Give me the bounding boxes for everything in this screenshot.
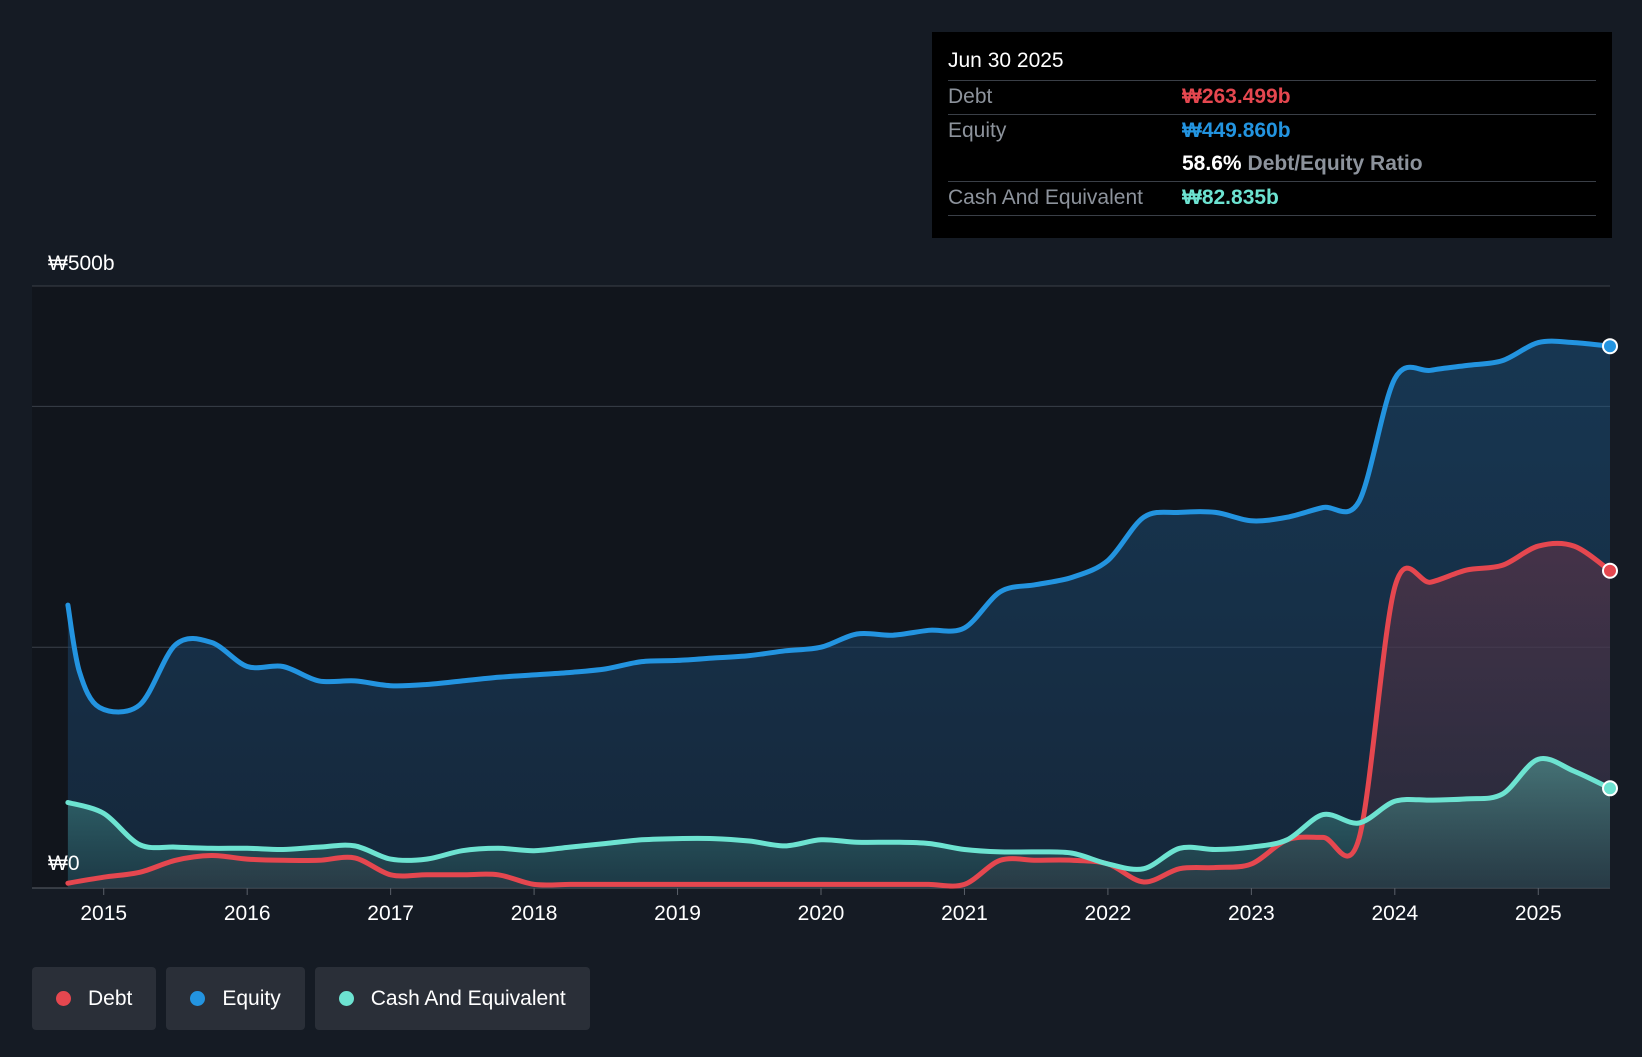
end-markers xyxy=(1602,338,1618,797)
end-marker-debt xyxy=(1602,562,1618,579)
line-cash xyxy=(65,755,1613,872)
tooltip-cash-label: Cash And Equivalent xyxy=(948,186,1143,209)
tooltip-ratio: 58.6% Debt/Equity Ratio xyxy=(1182,148,1423,181)
x-tick-label-2018: 2018 xyxy=(511,902,558,925)
tooltip-ratio-label: Debt/Equity Ratio xyxy=(1247,152,1423,175)
tooltip-ratio-value: 58.6% xyxy=(1182,152,1242,175)
legend-dot-cash xyxy=(338,991,354,1006)
x-tick-label-2024: 2024 xyxy=(1371,902,1418,925)
x-tick-label-2025: 2025 xyxy=(1515,902,1562,925)
x-tick-label-2023: 2023 xyxy=(1228,902,1275,925)
legend-dot-debt xyxy=(56,991,71,1006)
area-equity xyxy=(67,341,1610,889)
x-axis-ticks: 2015 2016 2017 2018 2019 2020 2021 2022 2023 2024… xyxy=(80,888,1562,925)
x-tick-label-2022: 2022 xyxy=(1085,902,1132,925)
tooltip-cash-row: Cash And Equivalent ₩82.835b xyxy=(948,182,1596,216)
x-tick-label-2017: 2017 xyxy=(367,902,414,925)
tooltip-cash-value: ₩82.835b xyxy=(1182,186,1279,209)
tooltip-equity-row: Equity ₩449.860b xyxy=(948,115,1596,148)
x-tick-label-2016: 2016 xyxy=(224,902,271,925)
x-tick-label-2015: 2015 xyxy=(80,902,127,925)
legend-item-debt[interactable]: Debt xyxy=(32,967,157,1030)
tooltip-debt-row: Debt ₩263.499b xyxy=(948,81,1596,115)
legend-label-cash: Cash And Equivalent xyxy=(370,986,566,1010)
series-lines xyxy=(65,338,1613,889)
legend-item-cash[interactable]: Cash And Equivalent xyxy=(314,967,590,1030)
end-marker-cash xyxy=(1602,780,1618,797)
tooltip-ratio-spacer xyxy=(948,148,1182,181)
y-axis-top-label: ₩500b xyxy=(48,252,115,275)
tooltip-equity-value: ₩449.860b xyxy=(1182,119,1291,142)
x-tick-label-2019: 2019 xyxy=(654,902,701,925)
legend-label-debt: Debt xyxy=(88,986,133,1010)
tooltip-panel: Jun 30 2025 Debt ₩263.499b Equity ₩449.8… xyxy=(932,32,1612,238)
end-marker-equity xyxy=(1602,338,1618,355)
tooltip-date: Jun 30 2025 xyxy=(948,46,1596,81)
x-tick-label-2021: 2021 xyxy=(941,902,988,925)
legend-label-equity: Equity xyxy=(222,986,281,1010)
line-equity xyxy=(65,338,1613,715)
tooltip-equity-label: Equity xyxy=(948,119,1007,142)
tooltip-debt-value: ₩263.499b xyxy=(1182,85,1291,108)
tooltip-debt-label: Debt xyxy=(948,85,993,108)
area-cash xyxy=(67,758,1610,888)
legend-dot-equity xyxy=(190,991,206,1006)
legend-item-equity[interactable]: Equity xyxy=(166,967,305,1030)
legend: Debt Equity Cash And Equivalent xyxy=(32,967,590,1030)
series-areas xyxy=(67,341,1610,889)
line-debt xyxy=(65,540,1613,889)
tooltip-ratio-row: 58.6% Debt/Equity Ratio xyxy=(948,148,1596,182)
y-axis-bottom-label: ₩0 xyxy=(48,852,80,875)
x-tick-label-2020: 2020 xyxy=(798,902,845,925)
